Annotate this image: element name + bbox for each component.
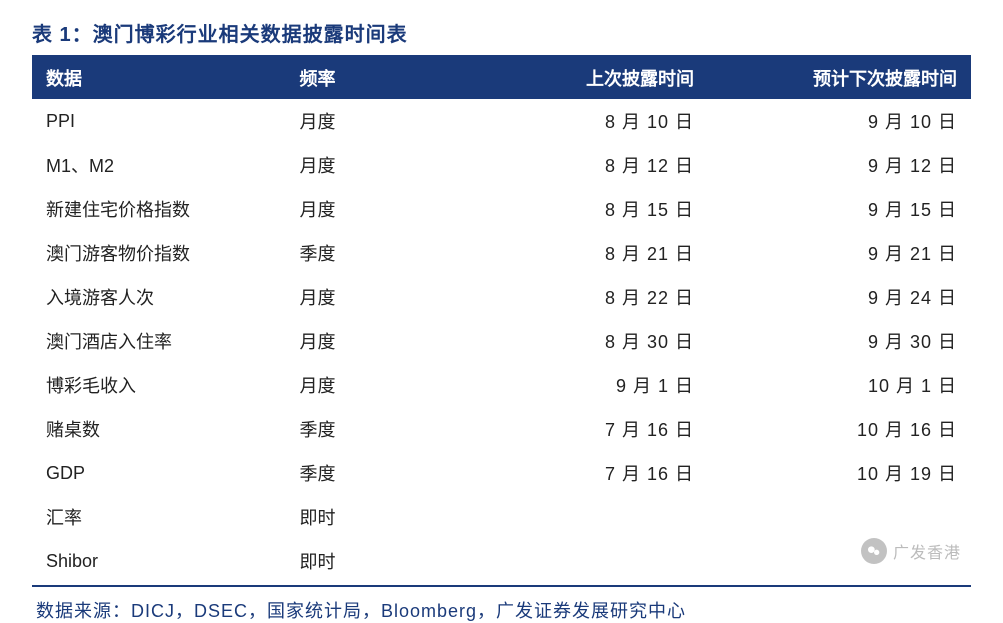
cell-last: 9 月 1 日 [455, 363, 709, 407]
cell-data: 博彩毛收入 [32, 363, 286, 407]
cell-last: 8 月 21 日 [455, 231, 709, 275]
cell-next: 10 月 1 日 [708, 363, 971, 407]
report-container: 表 1：澳门博彩行业相关数据披露时间表 数据 频率 上次披露时间 预计下次披露时… [0, 0, 1003, 623]
table-row: 入境游客人次 月度 8 月 22 日 9 月 24 日 [32, 275, 971, 319]
cell-next: 10 月 19 日 [708, 451, 971, 495]
cell-freq: 月度 [286, 363, 455, 407]
cell-last: 7 月 16 日 [455, 451, 709, 495]
cell-data: M1、M2 [32, 143, 286, 187]
cell-next: 9 月 30 日 [708, 319, 971, 363]
cell-data: 汇率 [32, 495, 286, 539]
col-header-last: 上次披露时间 [455, 57, 709, 99]
cell-freq: 季度 [286, 231, 455, 275]
cell-freq: 月度 [286, 99, 455, 143]
cell-next: 9 月 24 日 [708, 275, 971, 319]
cell-data: GDP [32, 451, 286, 495]
cell-next: 9 月 21 日 [708, 231, 971, 275]
cell-last [455, 495, 709, 539]
data-source: 数据来源：DICJ，DSEC，国家统计局，Bloomberg，广发证券发展研究中… [32, 587, 971, 623]
cell-data: PPI [32, 99, 286, 143]
table-row: 新建住宅价格指数 月度 8 月 15 日 9 月 15 日 [32, 187, 971, 231]
cell-last: 8 月 10 日 [455, 99, 709, 143]
cell-next [708, 495, 971, 539]
disclosure-schedule-table: 数据 频率 上次披露时间 预计下次披露时间 PPI 月度 8 月 10 日 9 … [32, 57, 971, 583]
col-header-freq: 频率 [286, 57, 455, 99]
cell-data: 赌桌数 [32, 407, 286, 451]
cell-last: 8 月 22 日 [455, 275, 709, 319]
table-row: 博彩毛收入 月度 9 月 1 日 10 月 1 日 [32, 363, 971, 407]
table-body: PPI 月度 8 月 10 日 9 月 10 日 M1、M2 月度 8 月 12… [32, 99, 971, 583]
cell-last: 8 月 15 日 [455, 187, 709, 231]
cell-data: 新建住宅价格指数 [32, 187, 286, 231]
cell-last [455, 539, 709, 583]
cell-freq: 即时 [286, 539, 455, 583]
cell-next: 9 月 10 日 [708, 99, 971, 143]
cell-freq: 月度 [286, 319, 455, 363]
cell-last: 8 月 30 日 [455, 319, 709, 363]
cell-freq: 月度 [286, 143, 455, 187]
table-row: GDP 季度 7 月 16 日 10 月 19 日 [32, 451, 971, 495]
col-header-data: 数据 [32, 57, 286, 99]
cell-freq: 即时 [286, 495, 455, 539]
cell-freq: 季度 [286, 451, 455, 495]
cell-freq: 月度 [286, 275, 455, 319]
cell-data: Shibor [32, 539, 286, 583]
cell-last: 8 月 12 日 [455, 143, 709, 187]
cell-next: 10 月 16 日 [708, 407, 971, 451]
table-row: 汇率 即时 [32, 495, 971, 539]
cell-freq: 季度 [286, 407, 455, 451]
cell-freq: 月度 [286, 187, 455, 231]
col-header-next: 预计下次披露时间 [708, 57, 971, 99]
cell-data: 澳门游客物价指数 [32, 231, 286, 275]
table-row: PPI 月度 8 月 10 日 9 月 10 日 [32, 99, 971, 143]
cell-data: 入境游客人次 [32, 275, 286, 319]
cell-data: 澳门酒店入住率 [32, 319, 286, 363]
table-row: M1、M2 月度 8 月 12 日 9 月 12 日 [32, 143, 971, 187]
cell-last: 7 月 16 日 [455, 407, 709, 451]
cell-next: 9 月 12 日 [708, 143, 971, 187]
cell-next [708, 539, 971, 583]
table-header-row: 数据 频率 上次披露时间 预计下次披露时间 [32, 57, 971, 99]
table-row: Shibor 即时 [32, 539, 971, 583]
table-row: 澳门酒店入住率 月度 8 月 30 日 9 月 30 日 [32, 319, 971, 363]
cell-next: 9 月 15 日 [708, 187, 971, 231]
table-row: 赌桌数 季度 7 月 16 日 10 月 16 日 [32, 407, 971, 451]
table-row: 澳门游客物价指数 季度 8 月 21 日 9 月 21 日 [32, 231, 971, 275]
table-title: 表 1：澳门博彩行业相关数据披露时间表 [32, 18, 971, 57]
